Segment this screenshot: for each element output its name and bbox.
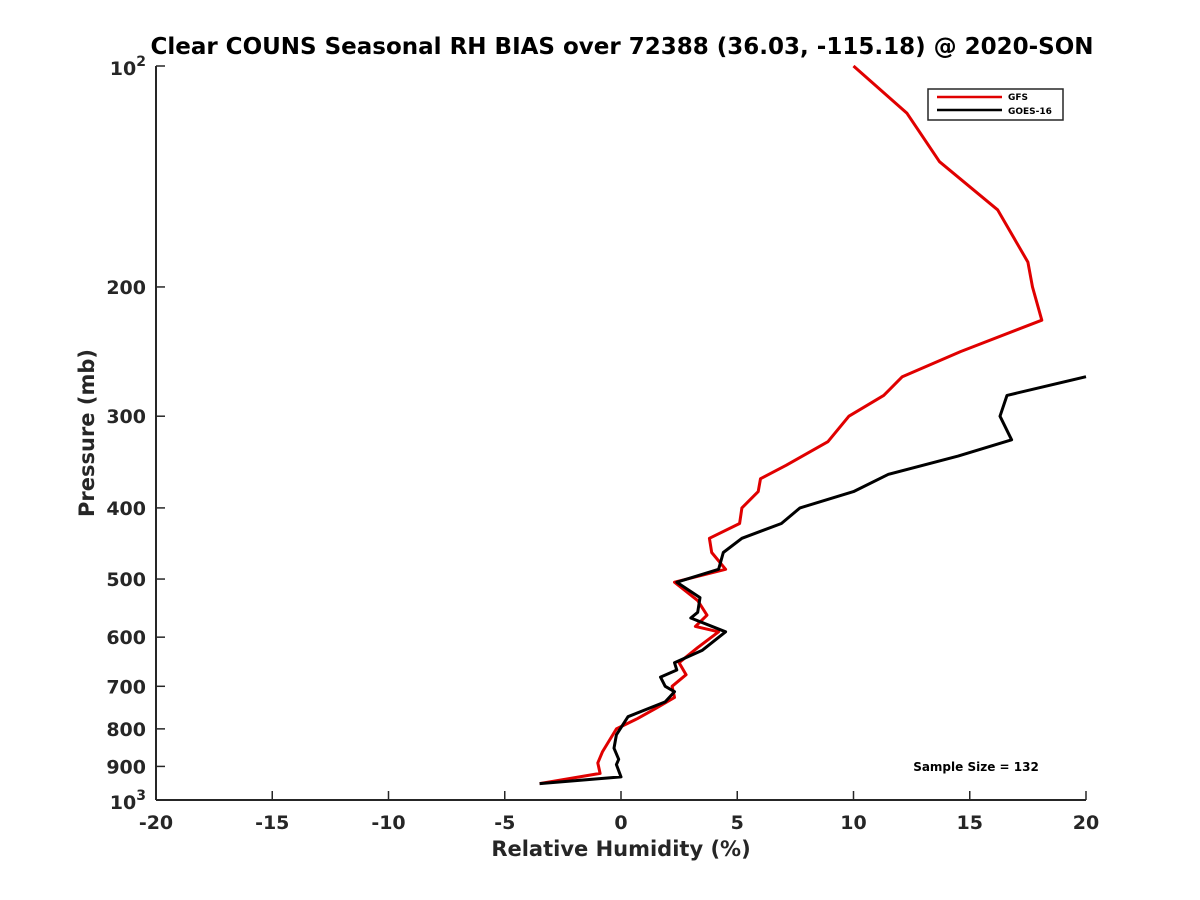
- y-tick-label: 700: [106, 676, 146, 698]
- sample-size-annotation: Sample Size = 132: [913, 760, 1039, 774]
- axes-layer: [155, 66, 1086, 801]
- x-tick-label: -10: [371, 812, 405, 834]
- y-tick-label: 600: [106, 627, 146, 649]
- y-tick-label: 800: [106, 719, 146, 741]
- y-tick-label: 900: [106, 756, 146, 778]
- x-tick-label: -5: [494, 812, 515, 834]
- x-tick-label: 20: [1073, 812, 1099, 834]
- legend-label-gfs: GFS: [1008, 93, 1028, 103]
- legend-box: [927, 88, 1064, 121]
- x-tick-label: 5: [731, 812, 744, 834]
- series-line-gfs: [539, 64, 1044, 786]
- y-tick-label: 300: [106, 406, 146, 428]
- legend: GFS GOES-16: [927, 88, 1064, 121]
- series-layer: [539, 64, 1087, 786]
- x-tick-label: 15: [957, 812, 983, 834]
- y-tick-layer: 102 200 300 400 500 600 700 800 900 103: [106, 54, 165, 814]
- y-tick-label: 500: [106, 569, 146, 591]
- x-tick-label: -15: [255, 812, 289, 834]
- x-axis-label: Relative Humidity (%): [491, 837, 750, 861]
- y-axis-label: Pressure (mb): [75, 349, 99, 517]
- x-tick-label: -20: [139, 812, 173, 834]
- legend-label-goes16: GOES-16: [1008, 107, 1052, 117]
- x-tick-layer: -20 -15 -10 -5 0 5 10 15 20: [139, 791, 1099, 834]
- y-tick-label: 103: [110, 788, 146, 814]
- y-tick-label: 102: [110, 54, 146, 80]
- y-tick-label: 400: [106, 498, 146, 520]
- chart-title: Clear COUNS Seasonal RH BIAS over 72388 …: [150, 34, 1093, 60]
- x-tick-label: 10: [840, 812, 866, 834]
- series-line-goes16: [539, 375, 1087, 786]
- y-tick-label: 200: [106, 277, 146, 299]
- x-tick-label: 0: [614, 812, 627, 834]
